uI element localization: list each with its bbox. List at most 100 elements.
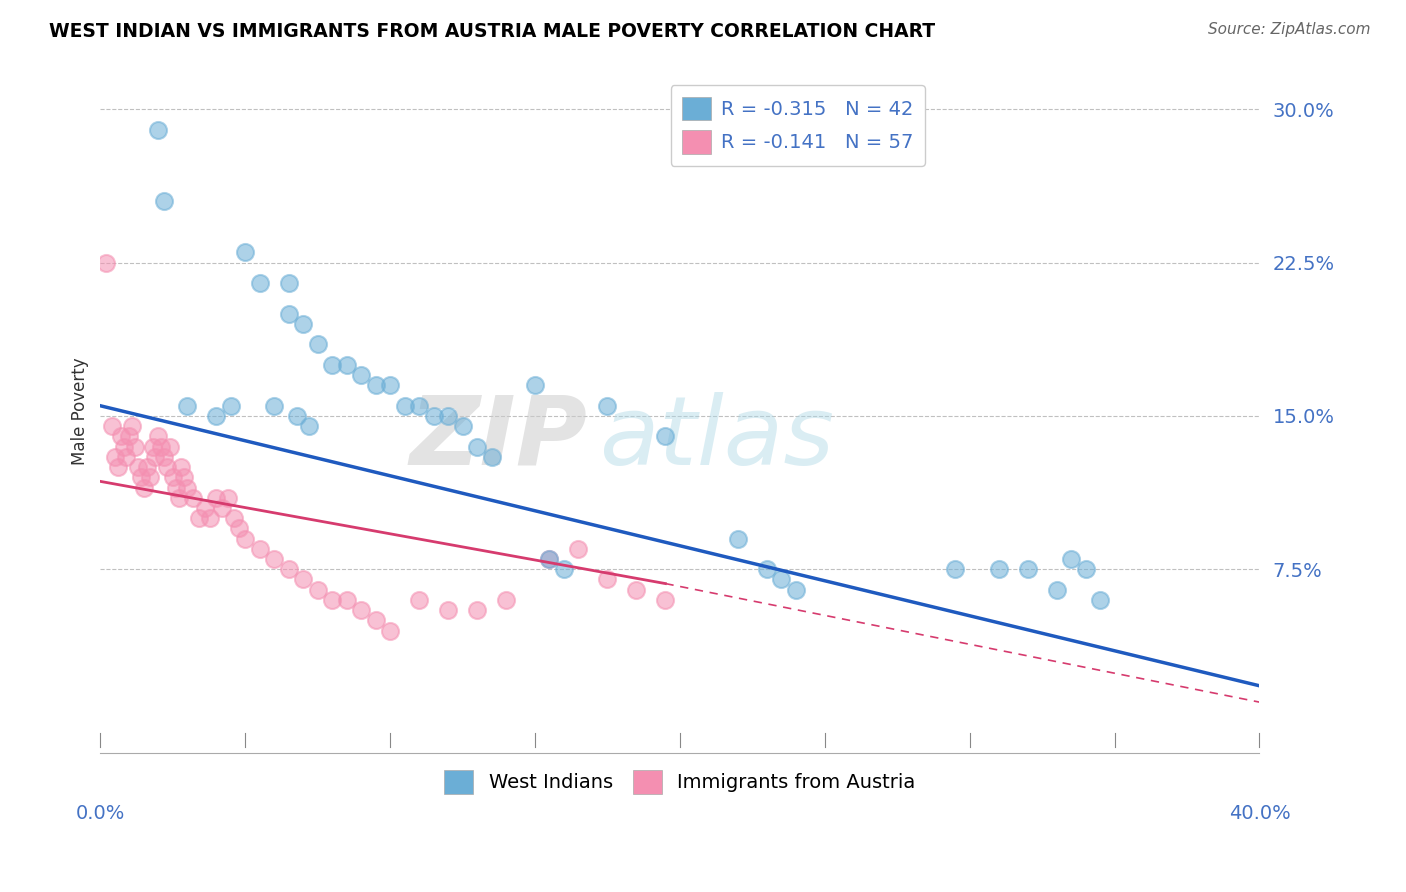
Point (205, 409, 228, 423)
Text: 40.0%: 40.0% (1229, 805, 1291, 823)
Point (148, 429, 170, 443)
Point (211, 500, 233, 515)
Legend: West Indians, Immigrants from Austria: West Indians, Immigrants from Austria (436, 763, 924, 802)
Point (321, 593, 343, 607)
Point (217, 491, 239, 505)
Point (465, 603, 488, 617)
Point (481, 450, 503, 464)
Point (205, 491, 228, 505)
Point (138, 470, 160, 484)
Point (321, 358, 343, 372)
Text: atlas: atlas (599, 392, 834, 484)
Point (249, 276, 271, 290)
Point (263, 552, 285, 566)
Text: ZIP: ZIP (409, 392, 588, 484)
Point (107, 460, 129, 475)
Point (162, 470, 184, 484)
Point (228, 521, 250, 535)
Point (350, 603, 373, 617)
Point (121, 419, 143, 434)
Point (127, 460, 149, 475)
Point (112, 440, 135, 454)
Text: 0.0%: 0.0% (76, 805, 125, 823)
Point (538, 552, 561, 566)
Point (165, 481, 187, 495)
Point (153, 194, 176, 209)
Point (129, 470, 152, 484)
Point (987, 562, 1010, 576)
Point (104, 450, 127, 464)
Point (277, 307, 299, 321)
Point (364, 378, 387, 392)
Point (153, 450, 176, 464)
Point (495, 593, 517, 607)
Point (553, 562, 575, 576)
Point (167, 491, 190, 505)
Point (465, 440, 488, 454)
Point (249, 541, 271, 556)
Point (596, 573, 619, 587)
Point (654, 593, 676, 607)
Point (422, 409, 444, 423)
Point (233, 245, 256, 260)
Point (118, 429, 141, 443)
Point (110, 429, 132, 443)
Point (538, 552, 561, 566)
Point (292, 573, 315, 587)
Point (408, 399, 430, 413)
Point (654, 429, 676, 443)
Point (263, 399, 285, 413)
Point (626, 582, 648, 597)
Point (1017, 562, 1039, 576)
Point (943, 562, 966, 576)
Y-axis label: Male Poverty: Male Poverty (72, 357, 89, 465)
Point (101, 419, 124, 434)
Point (187, 511, 209, 525)
Point (219, 399, 242, 413)
Point (567, 541, 589, 556)
Point (181, 491, 204, 505)
Point (145, 450, 167, 464)
Point (156, 460, 179, 475)
Point (524, 378, 547, 392)
Point (159, 440, 181, 454)
Point (770, 573, 793, 587)
Point (200, 511, 222, 525)
Point (307, 337, 329, 351)
Point (115, 450, 138, 464)
Point (170, 460, 193, 475)
Point (451, 419, 474, 434)
Point (336, 593, 359, 607)
Point (298, 419, 321, 434)
Point (307, 582, 329, 597)
Point (292, 317, 315, 331)
Point (135, 460, 157, 475)
Point (173, 470, 195, 484)
Point (378, 378, 401, 392)
Point (148, 123, 170, 137)
Text: WEST INDIAN VS IMMIGRANTS FROM AUSTRIA MALE POVERTY CORRELATION CHART: WEST INDIAN VS IMMIGRANTS FROM AUSTRIA M… (49, 22, 935, 41)
Point (124, 440, 146, 454)
Point (94, 255, 117, 269)
Point (785, 582, 807, 597)
Point (176, 481, 198, 495)
Point (727, 532, 749, 546)
Point (596, 399, 619, 413)
Point (132, 481, 155, 495)
Point (437, 603, 460, 617)
Point (150, 440, 173, 454)
Point (277, 562, 299, 576)
Point (141, 440, 163, 454)
Point (336, 358, 359, 372)
Point (437, 409, 460, 423)
Point (1088, 593, 1111, 607)
Point (1045, 582, 1067, 597)
Point (176, 399, 198, 413)
Point (1060, 552, 1083, 566)
Point (394, 399, 416, 413)
Point (194, 500, 217, 515)
Point (378, 624, 401, 638)
Point (222, 511, 245, 525)
Point (408, 593, 430, 607)
Point (287, 409, 309, 423)
